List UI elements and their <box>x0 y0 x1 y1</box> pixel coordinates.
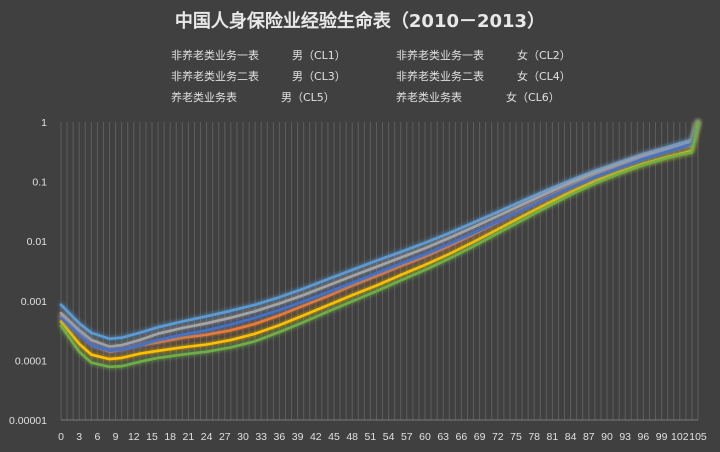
series-line-5 <box>59 120 700 353</box>
legend-item: 非养老类业务二表 男（CL3） <box>135 69 346 83</box>
x-tick-label: 51 <box>365 431 377 443</box>
series-line-1 <box>59 120 700 341</box>
x-tick-label: 66 <box>456 431 468 443</box>
x-tick-label: 45 <box>328 431 340 443</box>
x-tick-label: 63 <box>437 431 449 443</box>
x-tick-label: 78 <box>528 431 540 443</box>
x-tick-label: 27 <box>219 431 231 443</box>
legend-label: 非养老类业务一表 女（CL2） <box>396 48 571 62</box>
series-line-3 <box>59 120 700 348</box>
x-tick-label: 93 <box>619 431 631 443</box>
y-tick-label: 0.00001 <box>9 415 47 427</box>
x-tick-label: 24 <box>201 431 213 443</box>
legend-label: 养老类业务表 男（CL5） <box>171 90 335 104</box>
x-tick-label: 21 <box>183 431 195 443</box>
legend-label: 非养老类业务一表 男（CL1） <box>171 48 346 62</box>
legend-item: 非养老类业务一表 女（CL2） <box>360 48 571 62</box>
legend-item: 养老类业务表 女（CL6） <box>360 90 560 104</box>
x-tick-label: 6 <box>94 431 100 443</box>
y-tick-label: 0.001 <box>21 296 47 308</box>
series-line-6 <box>59 120 700 369</box>
x-tick-label: 42 <box>310 431 322 443</box>
x-tick-label: 69 <box>474 431 486 443</box>
x-tick-label: 90 <box>601 431 613 443</box>
legend: 非养老类业务一表 男（CL1） 非养老类业务一表 女（CL2） 非养老类业务二表 男… <box>135 48 571 104</box>
x-tick-label: 30 <box>237 431 249 443</box>
x-tick-label: 15 <box>146 431 158 443</box>
y-tick-label: 0.01 <box>27 236 48 248</box>
x-tick-label: 3 <box>76 431 82 443</box>
x-tick-label: 87 <box>583 431 595 443</box>
x-tick-label: 18 <box>164 431 176 443</box>
legend-label: 养老类业务表 女（CL6） <box>396 90 560 104</box>
chart-title: 中国人身保险业经验生命表（2010－2013） <box>175 10 545 32</box>
x-tick-label: 75 <box>510 431 522 443</box>
y-tick-label: 0.1 <box>32 177 47 189</box>
x-tick-label: 105 <box>689 431 707 443</box>
y-axis: 0.00001 0.0001 0.001 0.01 0.1 1 <box>9 117 47 427</box>
series-line-2 <box>59 120 700 353</box>
legend-label: 非养老类业务二表 男（CL3） <box>171 69 346 83</box>
x-tick-label: 84 <box>565 431 577 443</box>
series-line-4 <box>59 120 700 361</box>
x-tick-label: 72 <box>492 431 504 443</box>
legend-item: 非养老类业务一表 男（CL1） <box>135 48 346 62</box>
series-lines <box>59 120 700 369</box>
legend-item: 非养老类业务二表 女（CL4） <box>360 69 571 83</box>
y-tick-label: 0.0001 <box>15 355 47 367</box>
x-tick-label: 54 <box>383 431 395 443</box>
legend-item: 养老类业务表 男（CL5） <box>135 90 335 104</box>
x-tick-label: 57 <box>401 431 413 443</box>
y-tick-label: 1 <box>41 117 47 129</box>
x-tick-label: 81 <box>547 431 559 443</box>
x-tick-label: 99 <box>656 431 668 443</box>
x-tick-label: 12 <box>128 431 140 443</box>
x-tick-label: 9 <box>113 431 119 443</box>
x-tick-label: 39 <box>292 431 304 443</box>
x-tick-label: 102 <box>671 431 689 443</box>
x-tick-label: 60 <box>419 431 431 443</box>
x-tick-label: 0 <box>58 431 64 443</box>
x-tick-label: 36 <box>274 431 286 443</box>
grid <box>60 122 699 421</box>
x-tick-label: 33 <box>255 431 267 443</box>
x-tick-label: 96 <box>638 431 650 443</box>
x-tick-label: 48 <box>346 431 358 443</box>
legend-label: 非养老类业务二表 女（CL4） <box>396 69 571 83</box>
x-axis: 0 3 6 9 12 15 18 21 24 27 30 33 36 39 42 45 48 51 54 57 60 63… <box>58 431 707 443</box>
